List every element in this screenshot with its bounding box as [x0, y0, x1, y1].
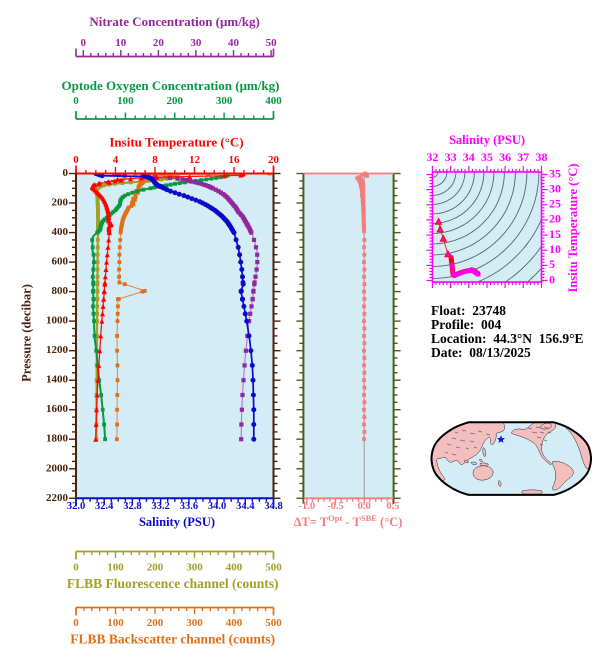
svg-text:20: 20 [153, 37, 165, 49]
svg-text:20: 20 [549, 212, 561, 226]
svg-text:35: 35 [481, 150, 493, 164]
svg-text:-1.0: -1.0 [298, 501, 315, 512]
svg-text:1000: 1000 [46, 315, 69, 327]
svg-text:300: 300 [216, 95, 233, 107]
svg-text:34.0: 34.0 [208, 501, 226, 512]
svg-text:Date: 08/13/2025: Date: 08/13/2025 [431, 345, 531, 360]
svg-text:50: 50 [266, 37, 278, 49]
svg-text:400: 400 [52, 226, 69, 238]
svg-text:1600: 1600 [46, 403, 69, 415]
svg-text:FLBB Backscatter channel (coun: FLBB Backscatter channel (counts) [70, 632, 275, 647]
svg-text:33.6: 33.6 [180, 501, 198, 512]
svg-text:500: 500 [265, 562, 282, 574]
svg-text:400: 400 [265, 95, 282, 107]
svg-text:35: 35 [549, 166, 561, 180]
svg-text:30: 30 [549, 181, 561, 195]
svg-text:Location: 44.3°N 156.9°E: Location: 44.3°N 156.9°E [431, 331, 584, 346]
svg-text:Salinity (PSU): Salinity (PSU) [449, 133, 525, 147]
svg-text:Float: 23748: Float: 23748 [431, 303, 506, 318]
svg-text:0: 0 [73, 154, 79, 166]
svg-text:2000: 2000 [46, 462, 69, 474]
svg-text:36: 36 [499, 150, 511, 164]
svg-text:33: 33 [445, 150, 457, 164]
svg-text:300: 300 [186, 562, 203, 574]
svg-text:32: 32 [426, 150, 438, 164]
svg-text:2200: 2200 [46, 492, 69, 504]
svg-text:32.8: 32.8 [123, 501, 141, 512]
svg-text:25: 25 [549, 197, 561, 211]
svg-text:12: 12 [189, 154, 201, 166]
svg-text:600: 600 [52, 256, 69, 268]
svg-text:Salinity (PSU): Salinity (PSU) [139, 515, 215, 529]
svg-text:-0.5: -0.5 [327, 501, 344, 512]
svg-text:300: 300 [186, 617, 203, 629]
svg-text:40: 40 [228, 37, 240, 49]
svg-text:1800: 1800 [46, 433, 69, 445]
svg-text:0: 0 [549, 272, 555, 286]
svg-text:4: 4 [113, 154, 119, 166]
svg-text:400: 400 [226, 617, 243, 629]
svg-text:500: 500 [265, 617, 282, 629]
svg-text:34.8: 34.8 [264, 501, 282, 512]
svg-text:1200: 1200 [46, 344, 69, 356]
svg-text:1400: 1400 [46, 374, 69, 386]
svg-text:30: 30 [190, 37, 202, 49]
svg-text:0: 0 [73, 95, 79, 107]
svg-text:Nitrate Concentration (μm/kg): Nitrate Concentration (μm/kg) [89, 14, 260, 29]
svg-text:100: 100 [107, 562, 124, 574]
svg-text:Insitu Temperature (°C): Insitu Temperature (°C) [109, 134, 243, 149]
svg-text:34.4: 34.4 [236, 501, 255, 512]
svg-text:32.4: 32.4 [95, 501, 114, 512]
svg-text:Insitu Temperature (°C): Insitu Temperature (°C) [566, 163, 580, 292]
svg-text:200: 200 [167, 95, 184, 107]
svg-text:800: 800 [52, 285, 69, 297]
svg-text:Optode Oxygen Concentration (μ: Optode Oxygen Concentration (μm/kg) [62, 78, 280, 93]
svg-text:0: 0 [73, 617, 79, 629]
svg-text:34: 34 [463, 150, 475, 164]
svg-text:200: 200 [52, 197, 69, 209]
svg-text:Profile: 004: Profile: 004 [431, 317, 501, 332]
svg-text:33.2: 33.2 [151, 501, 169, 512]
svg-text:5: 5 [549, 257, 555, 271]
svg-text:8: 8 [152, 154, 158, 166]
svg-text:16: 16 [229, 154, 241, 166]
svg-text:0.5: 0.5 [386, 501, 399, 512]
svg-text:ΔT= TOpt - TSBE (°C): ΔT= TOpt - TSBE (°C) [294, 513, 403, 529]
svg-text:0.0: 0.0 [358, 501, 371, 512]
svg-text:37: 37 [517, 150, 529, 164]
svg-text:20: 20 [268, 154, 280, 166]
svg-text:15: 15 [549, 227, 561, 241]
svg-text:0: 0 [73, 562, 79, 574]
svg-text:38: 38 [536, 150, 548, 164]
svg-text:100: 100 [107, 617, 124, 629]
svg-text:400: 400 [226, 562, 243, 574]
svg-text:200: 200 [147, 617, 164, 629]
svg-text:0: 0 [81, 37, 87, 49]
svg-text:10: 10 [549, 242, 561, 256]
svg-text:0: 0 [63, 167, 69, 179]
svg-text:FLBB Fluorescence channel (cou: FLBB Fluorescence channel (counts) [67, 576, 279, 591]
svg-text:Pressure (decibar): Pressure (decibar) [20, 284, 34, 382]
svg-text:10: 10 [115, 37, 127, 49]
svg-text:200: 200 [147, 562, 164, 574]
svg-text:100: 100 [117, 95, 134, 107]
svg-text:32.0: 32.0 [67, 501, 85, 512]
